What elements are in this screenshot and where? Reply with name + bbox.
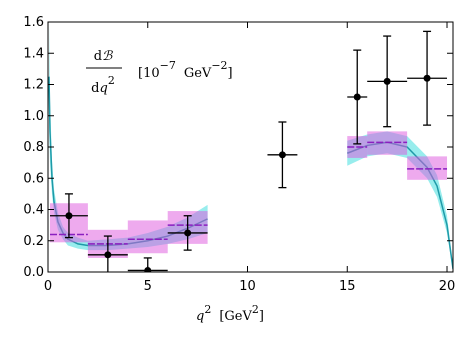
unit-exp2: −2: [211, 59, 227, 72]
x-label-exp: 2: [204, 303, 211, 316]
y-tick-label: 0.6: [23, 171, 44, 186]
unit-open: [10: [138, 66, 160, 81]
bin-box: [367, 131, 408, 155]
data-point: [423, 74, 431, 82]
y-tick-label: 1.0: [23, 109, 44, 124]
data-point: [104, 251, 112, 259]
bin-box: [407, 156, 448, 180]
data-point: [383, 77, 391, 85]
annotation-numerator: dℬ: [94, 49, 113, 64]
y-tick-label: 0.0: [23, 265, 44, 280]
x-label-close: ]: [259, 309, 264, 324]
x-tick-label: 5: [144, 279, 152, 294]
data-point: [278, 151, 286, 159]
y-tick-label: 1.2: [23, 78, 44, 93]
y-tick-label: 0.8: [23, 140, 44, 155]
den-var: q: [100, 81, 108, 96]
den-exp: 2: [108, 74, 115, 87]
x-axis-label: q2 [GeV2]: [196, 303, 264, 324]
den-d: d: [91, 81, 99, 96]
unit-exp: −7: [160, 59, 176, 72]
annotation-denominator: dq2: [91, 74, 115, 96]
bin-box: [127, 220, 168, 254]
x-tick-label: 0: [44, 279, 52, 294]
y-tick-label: 1.6: [23, 15, 44, 30]
y-tick-label: 1.4: [23, 46, 44, 61]
data-point: [184, 229, 192, 237]
y-tick-label: 0.2: [23, 234, 44, 249]
x-label-unit-exp: 2: [252, 303, 259, 316]
unit-gev: GeV: [184, 66, 212, 81]
plot-area: [48, 22, 453, 272]
y-tick-label: 0.4: [23, 203, 44, 218]
x-tick-label: 15: [339, 279, 356, 294]
x-tick-label: 20: [439, 279, 456, 294]
data-point: [353, 93, 361, 101]
num-d: d: [94, 49, 102, 64]
unit-close: ]: [228, 66, 233, 81]
data-point: [65, 212, 73, 220]
x-tick-label: 10: [239, 279, 256, 294]
annotation-unit: [10−7 GeV−2]: [138, 59, 233, 81]
num-var: ℬ: [102, 49, 113, 64]
x-label-unit: [GeV: [219, 309, 252, 324]
x-label-var: q: [196, 309, 204, 324]
